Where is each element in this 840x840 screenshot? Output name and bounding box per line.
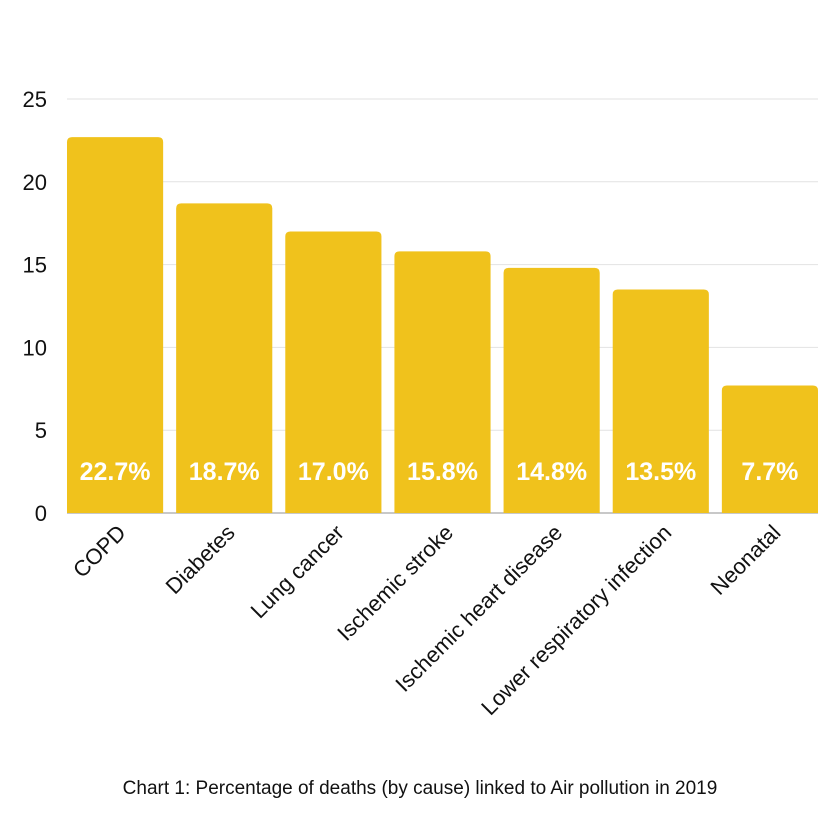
- data-label: 17.0%: [298, 458, 369, 486]
- bar: [67, 137, 164, 513]
- data-label: 7.7%: [741, 458, 798, 486]
- y-tick-label: 20: [23, 170, 47, 195]
- y-tick-label: 5: [35, 418, 47, 443]
- data-label: 14.8%: [516, 458, 587, 486]
- x-tick-label: Lower respiratory infection: [476, 520, 676, 720]
- x-tick-label: Neonatal: [706, 520, 786, 600]
- y-tick-label: 15: [23, 253, 47, 278]
- x-tick-label: Ischemic stroke: [332, 520, 458, 646]
- chart-title: Chart 1: Percentage of deaths (by cause)…: [122, 778, 718, 799]
- y-tick-label: 0: [35, 501, 47, 526]
- bar: [176, 203, 273, 513]
- bar: [394, 251, 491, 514]
- data-label: 13.5%: [625, 458, 696, 486]
- y-tick-label: 10: [23, 335, 47, 360]
- data-label: 15.8%: [407, 458, 478, 486]
- bar: [612, 289, 709, 513]
- data-label: 22.7%: [80, 458, 151, 486]
- y-tick-label: 25: [23, 87, 47, 112]
- x-tick-label: Lung cancer: [246, 520, 349, 623]
- data-label: 18.7%: [189, 458, 260, 486]
- bar: [285, 231, 382, 514]
- bar-chart: 0 5 10 15 20 25 22.7% COPD 18.7% Diabetes 17.0% Lun…: [23, 87, 818, 720]
- bar: [503, 267, 600, 513]
- bar: [721, 385, 818, 513]
- x-tick-label: Diabetes: [161, 520, 240, 599]
- x-tick-label: COPD: [68, 520, 131, 583]
